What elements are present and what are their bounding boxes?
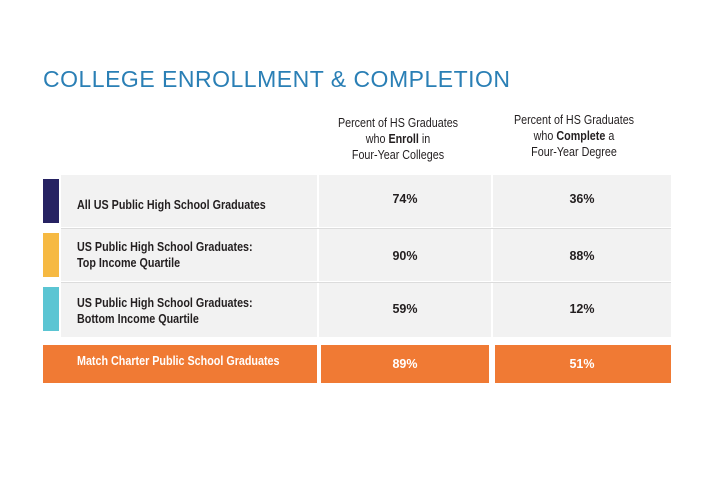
label-cell [61,283,317,337]
enroll-header-bold: Enroll [388,132,419,146]
complete-cell [493,283,671,337]
row-color-swatch [43,287,59,331]
table-row-match-charter: Match Charter Public School Graduates 89… [43,345,671,383]
enroll-cell [319,175,491,227]
enroll-value: 90% [392,249,418,263]
label-cell [43,345,317,383]
row-label: US Public High School Graduates: Bottom … [77,295,292,327]
enroll-header-line2: who Enroll in [329,131,467,147]
complete-value: 51% [569,357,595,371]
table-row-top-quartile: US Public High School Graduates: Top Inc… [43,229,671,281]
label-cell [61,229,317,281]
row-label-line1: All US Public High School Graduates [77,198,266,212]
row-label: US Public High School Graduates: Top Inc… [77,239,292,271]
row-divider [61,282,671,283]
enroll-header-line1: Percent of HS Graduates [337,116,459,130]
complete-header-line2: who Complete a [505,128,643,144]
enroll-header-post: in [418,132,431,146]
enroll-value: 59% [392,302,418,316]
complete-cell [493,175,671,227]
row-color-swatch [43,179,59,223]
row-label: All US Public High School Graduates [77,197,292,213]
row-label-line2: Bottom Income Quartile [77,312,199,326]
complete-value: 12% [569,302,595,316]
complete-header-post: a [605,129,615,143]
row-label-line2: Top Income Quartile [77,256,181,270]
complete-header-bold: Complete [556,129,606,143]
complete-cell [493,229,671,281]
enroll-cell [319,229,491,281]
row-label-line1: US Public High School Graduates: [77,240,253,254]
column-header-enroll: Percent of HS Graduates who Enroll in Fo… [329,115,467,163]
enroll-cell [321,345,489,383]
table-row-bottom-quartile: US Public High School Graduates: Bottom … [43,283,671,337]
enroll-value: 74% [392,192,418,206]
row-divider [61,228,671,229]
row-label-line1: Match Charter Public School Graduates [77,354,280,368]
complete-header-line3: Four-Year Degree [531,145,617,159]
enroll-value: 89% [392,357,418,371]
data-table: All US Public High School Graduates 74% … [43,175,671,385]
row-label-line1: US Public High School Graduates: [77,296,253,310]
label-cell [61,175,317,227]
complete-header-pre: who [533,129,557,143]
complete-cell [495,345,671,383]
complete-value: 36% [569,192,595,206]
row-color-swatch [43,233,59,277]
enroll-cell [319,283,491,337]
complete-header-line1: Percent of HS Graduates [513,113,635,127]
enroll-header-line3: Four-Year Colleges [351,148,445,162]
complete-value: 88% [569,249,595,263]
table-row-all-us: All US Public High School Graduates 74% … [43,175,671,227]
enroll-header-pre: who [365,132,389,146]
chart-title: COLLEGE ENROLLMENT & COMPLETION [43,66,511,92]
row-label: Match Charter Public School Graduates [77,353,292,369]
column-header-complete: Percent of HS Graduates who Complete a F… [505,112,643,160]
